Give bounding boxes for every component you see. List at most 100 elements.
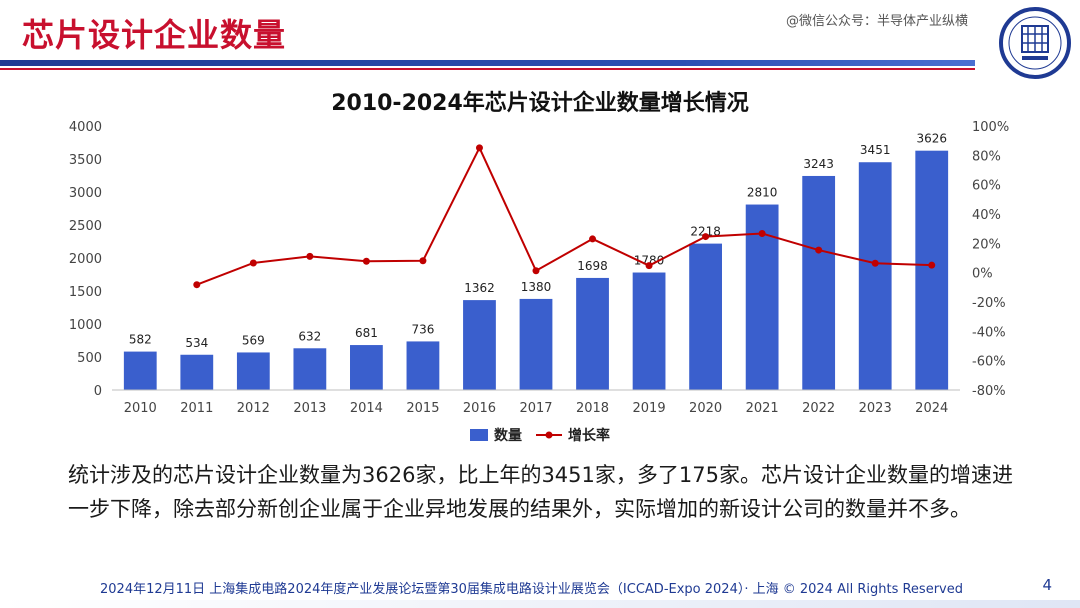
bar-data-label: 1362 [464, 281, 495, 295]
y-right-tick-label: -60% [972, 355, 1006, 370]
growth-point [758, 230, 766, 238]
bar-data-label: 3451 [860, 143, 891, 157]
slide-title: 芯片设计企业数量 [22, 16, 287, 54]
y-right-tick-label: -20% [972, 296, 1006, 311]
right-axis: -80% -60% -40% -20% 0% 20% 40% 60% 80% 100% [972, 120, 1009, 399]
bar [293, 348, 327, 390]
bar-data-label: 2218 [690, 225, 721, 239]
y-right-tick-label: 40% [972, 208, 1001, 223]
y-left-tick-label: 3000 [69, 186, 102, 201]
line-series [193, 144, 936, 289]
x-tick-label: 2019 [633, 401, 666, 416]
growth-point [815, 246, 823, 254]
y-left-tick-label: 2500 [69, 219, 102, 234]
page-number: 4 [1042, 576, 1052, 594]
x-tick-label: 2010 [124, 401, 157, 416]
bar-data-label: 632 [298, 329, 321, 343]
growth-point [306, 252, 314, 260]
bar [236, 352, 270, 390]
iccad-logo-icon [999, 7, 1071, 79]
x-tick-label: 2013 [293, 401, 326, 416]
bar-data-label: 582 [129, 333, 152, 347]
x-tick-label: 2011 [180, 401, 213, 416]
x-tick-label: 2016 [463, 401, 496, 416]
x-tick-label: 2017 [519, 401, 552, 416]
bar [350, 345, 383, 390]
x-tick-label: 2022 [802, 401, 835, 416]
y-left-tick-label: 500 [77, 351, 102, 366]
y-right-tick-label: -40% [972, 325, 1006, 340]
bar [123, 351, 157, 390]
x-tick-label: 2021 [746, 401, 779, 416]
y-left-tick-label: 4000 [69, 120, 102, 135]
chart-container: 2010-2024年芯片设计企业数量增长情况 0 500 1000 1500 2000 2… [0, 80, 1080, 460]
bar-data-label: 1698 [577, 259, 608, 273]
bar-data-label: 569 [242, 333, 265, 347]
chart-title: 2010-2024年芯片设计企业数量增长情况 [331, 90, 749, 116]
bar [915, 150, 949, 390]
x-tick-label: 2015 [406, 401, 439, 416]
bar-data-label: 1380 [521, 280, 552, 294]
legend-swatch-bar [470, 429, 488, 441]
bar-data-label: 3626 [916, 132, 947, 146]
y-left-tick-label: 0 [94, 384, 102, 399]
x-tick-label: 2014 [350, 401, 383, 416]
x-tick-label: 2018 [576, 401, 609, 416]
growth-point [589, 235, 597, 243]
bar-series: 582 534 569 632 681 736 1362 1380 1698 1780 2218 28… [123, 132, 949, 390]
bar [576, 277, 609, 390]
growth-point [871, 259, 879, 267]
bottom-band [0, 600, 1080, 608]
growth-point [532, 267, 540, 275]
x-axis-labels: 2010 2011 2012 2013 2014 2015 2016 2017 2018 2019… [112, 389, 960, 416]
bar [519, 298, 553, 390]
title-divider-accent [0, 68, 975, 70]
growth-point [475, 144, 483, 152]
growth-point [702, 233, 710, 241]
chart-svg: 2010-2024年芯片设计企业数量增长情况 0 500 1000 1500 2000 2… [69, 90, 1009, 444]
bar-data-label: 1780 [634, 254, 665, 268]
growth-point [645, 262, 653, 270]
legend-label-line: 增长率 [568, 427, 610, 444]
x-tick-label: 2020 [689, 401, 722, 416]
y-right-tick-label: -80% [972, 384, 1006, 399]
bar-data-label: 534 [185, 336, 208, 350]
y-right-tick-label: 20% [972, 237, 1001, 252]
summary-paragraph: 统计涉及的芯片设计企业数量为3626家，比上年的3451家，多了175家。芯片设… [68, 463, 1013, 521]
growth-point [193, 281, 201, 289]
y-left-tick-label: 2000 [69, 252, 102, 267]
bar [802, 175, 836, 390]
growth-line [196, 145, 932, 286]
y-left-tick-label: 3500 [69, 153, 102, 168]
x-tick-label: 2024 [915, 401, 948, 416]
left-axis: 0 500 1000 1500 2000 2500 3000 3500 4000 [69, 120, 102, 399]
growth-point [419, 257, 427, 265]
x-tick-label: 2012 [237, 401, 270, 416]
y-left-tick-label: 1000 [69, 318, 102, 333]
bar [180, 354, 214, 390]
y-right-tick-label: 100% [972, 120, 1009, 135]
watermark-text: @微信公众号：半导体产业纵横 [785, 14, 968, 29]
y-right-tick-label: 60% [972, 179, 1001, 194]
y-right-tick-label: 0% [972, 267, 993, 282]
bar-data-label: 2810 [747, 186, 778, 200]
growth-point [249, 259, 257, 267]
growth-point [362, 257, 370, 265]
footer-text: 2024年12月11日 上海集成电路2024年度产业发展论坛暨第30届集成电路设… [100, 582, 963, 597]
y-right-tick-label: 80% [972, 149, 1001, 164]
chart-legend: 数量 增长率 [470, 427, 610, 444]
bar [406, 341, 440, 390]
y-left-tick-label: 1500 [69, 285, 102, 300]
bar [689, 243, 722, 390]
growth-point [928, 261, 936, 269]
legend-swatch-marker [545, 431, 553, 439]
bar [858, 162, 892, 390]
title-divider [0, 60, 975, 66]
bar-data-label: 3243 [803, 157, 834, 171]
bar-data-label: 736 [411, 322, 434, 336]
bar-data-label: 681 [355, 326, 378, 340]
bar [463, 300, 496, 390]
x-tick-label: 2023 [859, 401, 892, 416]
legend-label-bar: 数量 [494, 427, 522, 444]
bar [632, 272, 666, 390]
